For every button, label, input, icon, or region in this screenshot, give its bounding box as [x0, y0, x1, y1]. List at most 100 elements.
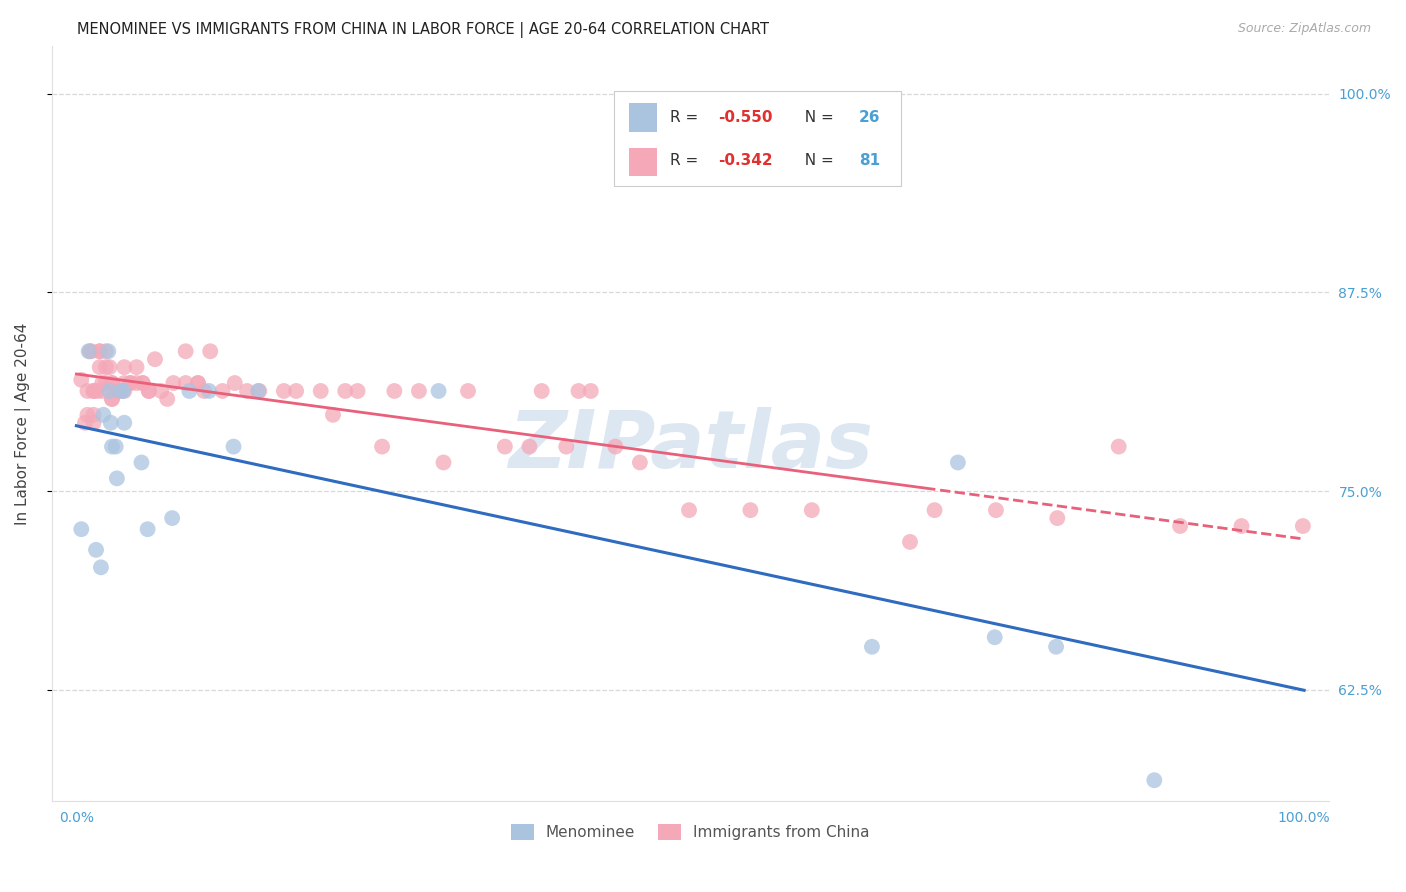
Point: [1143, 773, 1166, 788]
Text: ZIPatlas: ZIPatlas: [508, 407, 873, 485]
Point: [107, 384, 129, 398]
Point: [112, 384, 135, 398]
Point: [70, 373, 93, 387]
Point: [150, 384, 173, 398]
Point: [174, 344, 197, 359]
Point: [408, 384, 430, 398]
Legend: Menominee, Immigrants from China: Menominee, Immigrants from China: [505, 818, 876, 847]
Point: [125, 360, 148, 375]
Point: [120, 376, 142, 390]
Point: [198, 384, 221, 398]
Point: [111, 384, 134, 398]
Point: [179, 384, 201, 398]
Point: [800, 503, 823, 517]
Point: [335, 384, 357, 398]
Point: [143, 352, 166, 367]
Point: [898, 535, 921, 549]
Point: [112, 416, 135, 430]
Y-axis label: In Labor Force | Age 20-64: In Labor Force | Age 20-64: [15, 322, 31, 524]
Text: R =: R =: [669, 111, 703, 126]
Point: [101, 392, 124, 406]
Point: [187, 376, 209, 390]
Point: [494, 440, 516, 454]
Text: R =: R =: [669, 153, 703, 168]
Point: [90, 560, 112, 574]
Point: [83, 416, 105, 430]
Point: [382, 384, 405, 398]
Point: [131, 376, 153, 390]
Point: [91, 376, 114, 390]
Point: [112, 360, 135, 375]
Point: [247, 384, 270, 398]
Point: [76, 408, 98, 422]
Point: [112, 384, 135, 398]
Point: [83, 384, 105, 398]
Point: [285, 384, 308, 398]
Point: [136, 522, 159, 536]
Point: [79, 344, 101, 359]
Bar: [628, 103, 657, 132]
Point: [98, 360, 121, 375]
Point: [628, 455, 651, 469]
Point: [1045, 640, 1067, 654]
Point: [94, 344, 117, 359]
Point: [91, 384, 114, 398]
Point: [89, 344, 111, 359]
Point: [101, 376, 124, 390]
Point: [579, 384, 602, 398]
Point: [605, 440, 627, 454]
Point: [162, 376, 184, 390]
Point: [224, 376, 246, 390]
Point: [236, 384, 259, 398]
Point: [77, 344, 100, 359]
Point: [138, 384, 160, 398]
Point: [371, 440, 394, 454]
Point: [101, 392, 124, 406]
Point: [740, 503, 762, 517]
Point: [924, 503, 946, 517]
Point: [97, 344, 120, 359]
Point: [457, 384, 479, 398]
Text: MENOMINEE VS IMMIGRANTS FROM CHINA IN LABOR FORCE | AGE 20-64 CORRELATION CHART: MENOMINEE VS IMMIGRANTS FROM CHINA IN LA…: [77, 22, 769, 38]
Point: [98, 384, 121, 398]
Point: [94, 360, 117, 375]
Point: [156, 392, 179, 406]
Point: [86, 384, 108, 398]
Point: [222, 440, 245, 454]
Point: [80, 344, 103, 359]
Point: [1292, 519, 1315, 533]
Text: -0.550: -0.550: [718, 111, 773, 126]
Point: [273, 384, 295, 398]
Point: [83, 408, 105, 422]
Point: [247, 384, 270, 398]
Point: [73, 416, 96, 430]
Point: [131, 455, 153, 469]
Point: [1108, 440, 1130, 454]
Text: N =: N =: [794, 153, 838, 168]
Point: [555, 440, 578, 454]
Point: [346, 384, 368, 398]
Point: [427, 384, 450, 398]
Point: [120, 376, 142, 390]
Point: [138, 384, 160, 398]
Point: [93, 408, 115, 422]
Point: [101, 440, 124, 454]
Point: [76, 384, 98, 398]
Point: [84, 542, 107, 557]
Point: [101, 376, 124, 390]
Point: [567, 384, 589, 398]
Point: [211, 384, 233, 398]
Point: [105, 471, 128, 485]
Bar: [628, 148, 657, 177]
FancyBboxPatch shape: [613, 92, 901, 186]
Point: [200, 344, 222, 359]
Point: [946, 455, 969, 469]
Point: [104, 440, 127, 454]
Text: 81: 81: [859, 153, 880, 168]
Point: [89, 360, 111, 375]
Point: [89, 344, 111, 359]
Point: [678, 503, 700, 517]
Point: [160, 511, 183, 525]
Text: N =: N =: [794, 111, 838, 126]
Point: [125, 376, 148, 390]
